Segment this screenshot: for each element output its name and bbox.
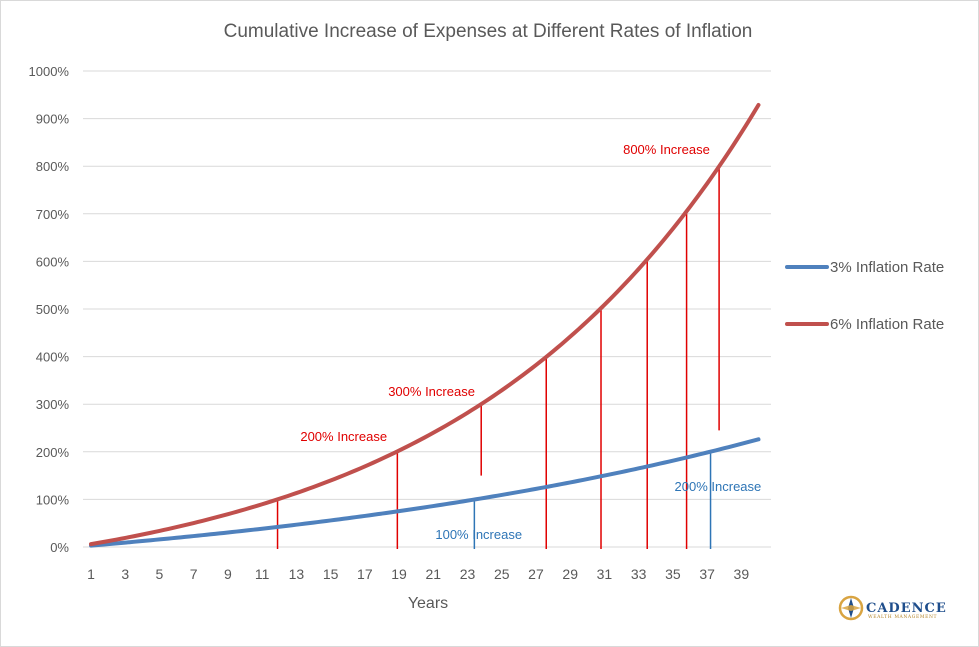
cadence-logo: CADENCE WEALTH MANAGEMENT <box>838 595 947 621</box>
logo-name: CADENCE <box>866 601 947 616</box>
x-tick-label: 5 <box>156 566 164 582</box>
annotation-label: 200% Increase <box>675 479 762 494</box>
x-tick-label: 7 <box>190 566 198 582</box>
x-tick-label: 37 <box>699 566 715 582</box>
compass-icon <box>838 595 864 621</box>
y-tick-label: 300% <box>36 397 70 412</box>
legend: 3% Inflation Rate 6% Inflation Rate <box>785 259 944 333</box>
x-tick-label: 33 <box>631 566 647 582</box>
legend-label: 6% Inflation Rate <box>830 316 944 333</box>
x-tick-label: 17 <box>357 566 373 582</box>
y-axis-ticks: 0% 100% 200% 300% 400% 500% 600% 700% 800% 900% 10… <box>29 64 70 555</box>
y-tick-label: 100% <box>36 492 70 507</box>
series-lines <box>89 103 761 548</box>
y-tick-label: 800% <box>36 159 70 174</box>
annotation-label: 300% Increase <box>388 384 475 399</box>
x-tick-label: 25 <box>494 566 510 582</box>
x-tick-label: 9 <box>224 566 232 582</box>
series-line-2 <box>89 103 761 547</box>
y-tick-label: 600% <box>36 254 70 269</box>
x-tick-label: 11 <box>255 566 270 582</box>
y-tick-label: 0% <box>50 540 69 555</box>
y-tick-label: 700% <box>36 207 70 222</box>
x-tick-label: 1 <box>87 566 95 582</box>
x-tick-label: 15 <box>323 566 339 582</box>
logo-subtitle: WEALTH MANAGEMENT <box>868 614 937 620</box>
grid-lines <box>83 70 771 548</box>
x-tick-label: 27 <box>528 566 544 582</box>
x-tick-label: 13 <box>289 566 305 582</box>
x-axis-ticks: 1 3 5 7 9 11 13 15 17 19 21 23 25 27 29 31 33 35 37 39 <box>87 566 749 582</box>
x-tick-label: 39 <box>734 566 750 582</box>
series-line-1 <box>89 437 761 548</box>
x-tick-label: 23 <box>460 566 476 582</box>
legend-label: 3% Inflation Rate <box>830 259 944 276</box>
x-axis-title: Years <box>408 595 448 612</box>
y-tick-label: 900% <box>36 112 70 127</box>
x-tick-label: 29 <box>562 566 578 582</box>
compass-cross-icon <box>841 605 861 611</box>
annotation-label: 800% Increase <box>623 142 710 157</box>
y-tick-label: 200% <box>36 445 70 460</box>
x-tick-label: 3 <box>121 566 129 582</box>
annotation-label: 200% Increase <box>300 429 387 444</box>
annotation-label: 100% Increase <box>435 527 522 542</box>
increase-marker-lines <box>276 166 720 549</box>
x-tick-label: 19 <box>391 566 407 582</box>
x-tick-label: 31 <box>597 566 613 582</box>
y-tick-label: 1000% <box>29 64 70 79</box>
y-tick-label: 500% <box>36 302 70 317</box>
annotations: 100% Increase 200% Increase 200% Increase 3… <box>300 142 761 542</box>
x-tick-label: 35 <box>665 566 681 582</box>
x-tick-label: 21 <box>425 566 441 582</box>
y-tick-label: 400% <box>36 350 70 365</box>
chart-title: Cumulative Increase of Expenses at Diffe… <box>224 21 753 42</box>
